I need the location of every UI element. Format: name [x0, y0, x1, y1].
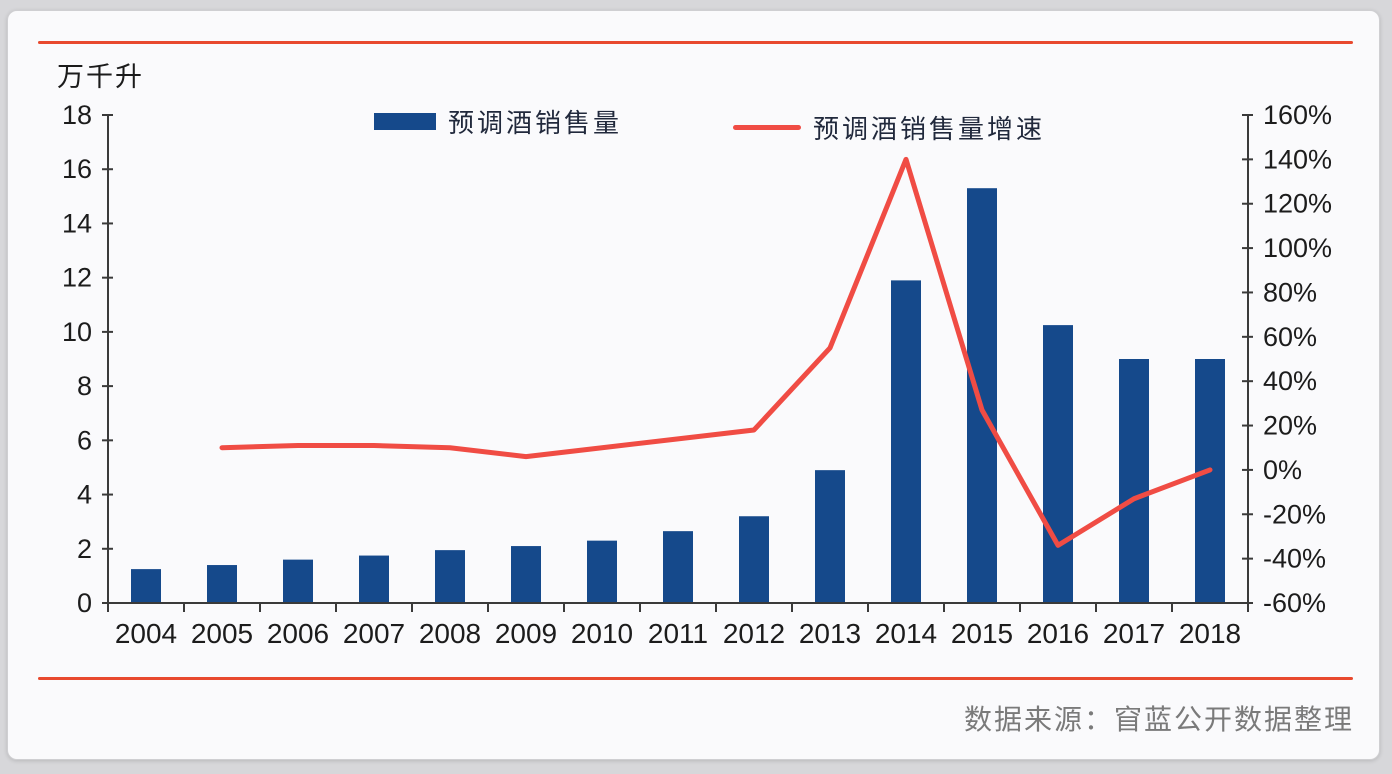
growth-line [219, 156, 1213, 548]
x-axis-year-label: 2010 [571, 618, 633, 649]
bar-2017 [1119, 359, 1149, 603]
bottom-divider-rule [38, 677, 1353, 680]
left-axis-tick-label: 12 [62, 263, 92, 293]
right-axis-tick-label: -20% [1263, 499, 1326, 529]
chart-card [7, 10, 1380, 760]
right-axis-tick-label: 80% [1263, 277, 1317, 307]
right-axis-tick-label: 100% [1263, 233, 1332, 263]
y-axis-unit-label: 万千升 [57, 62, 144, 92]
line-series-swatch-icon [733, 125, 801, 130]
x-axis-year-label: 2016 [1027, 618, 1089, 649]
bar-2010 [587, 540, 617, 603]
x-axis-year-label: 2006 [267, 618, 329, 649]
bar-2005 [207, 565, 237, 603]
right-axis-tick-label: 20% [1263, 411, 1317, 441]
left-axis-tick-label: 6 [77, 425, 92, 455]
left-axis-tick-label: 0 [77, 588, 92, 618]
x-axis-year-label: 2018 [1179, 618, 1241, 649]
bar-2014 [891, 280, 921, 603]
right-axis-tick-label: 60% [1263, 322, 1317, 352]
left-axis-tick-label: 8 [77, 371, 92, 401]
bar-2018 [1195, 359, 1225, 603]
bar-2011 [663, 531, 693, 603]
left-axis-tick-label: 14 [62, 208, 92, 238]
data-source-note: 数据来源：窅蓝公开数据整理 [963, 704, 1354, 735]
right-axis-tick-label: -60% [1263, 588, 1326, 618]
bar-2007 [359, 555, 389, 603]
x-axis-year-label: 2005 [191, 618, 253, 649]
right-axis-tick-label: -40% [1263, 544, 1326, 574]
right-axis-tick-label: 0% [1263, 455, 1302, 485]
right-axis-tick-label: 40% [1263, 366, 1317, 396]
left-axis-tick-label: 18 [62, 100, 92, 130]
x-axis-year-label: 2009 [495, 618, 557, 649]
bar-2016 [1043, 325, 1073, 603]
bar-2009 [511, 546, 541, 603]
right-axis-tick-label: 160% [1263, 100, 1332, 130]
bar-series-legend-label: 预调酒销售量 [448, 108, 623, 138]
x-axis-year-label: 2014 [875, 618, 937, 649]
right-axis-tick-label: 140% [1263, 144, 1332, 174]
x-axis-year-label: 2017 [1103, 618, 1165, 649]
left-axis-tick-label: 10 [62, 317, 92, 347]
x-axis-year-label: 2011 [648, 618, 708, 649]
line-series-legend-label: 预调酒销售量增速 [813, 114, 1046, 144]
x-axis-year-label: 2013 [799, 618, 861, 649]
bar-2012 [739, 516, 769, 603]
right-axis-tick-label: 120% [1263, 189, 1332, 219]
x-axis-year-label: 2004 [115, 618, 177, 649]
bar-2015 [967, 188, 997, 603]
x-axis-year-label: 2015 [951, 618, 1013, 649]
legend-item-line-series: 预调酒销售量增速 [733, 109, 1045, 146]
bar-2006 [283, 559, 313, 603]
left-axis-tick-label: 4 [77, 480, 92, 510]
x-axis-year-label: 2008 [419, 618, 481, 649]
left-axis-tick-label: 2 [77, 534, 92, 564]
bar-2008 [435, 550, 465, 603]
left-axis-tick-label: 16 [62, 154, 92, 184]
bar-2004 [131, 569, 161, 603]
legend-item-bar-series: 预调酒销售量 [374, 103, 622, 140]
x-axis-year-label: 2007 [343, 618, 405, 649]
bar-2013 [815, 470, 845, 603]
bar-series-swatch-icon [374, 113, 436, 130]
top-divider-rule [38, 41, 1353, 44]
x-axis-year-label: 2012 [723, 618, 785, 649]
